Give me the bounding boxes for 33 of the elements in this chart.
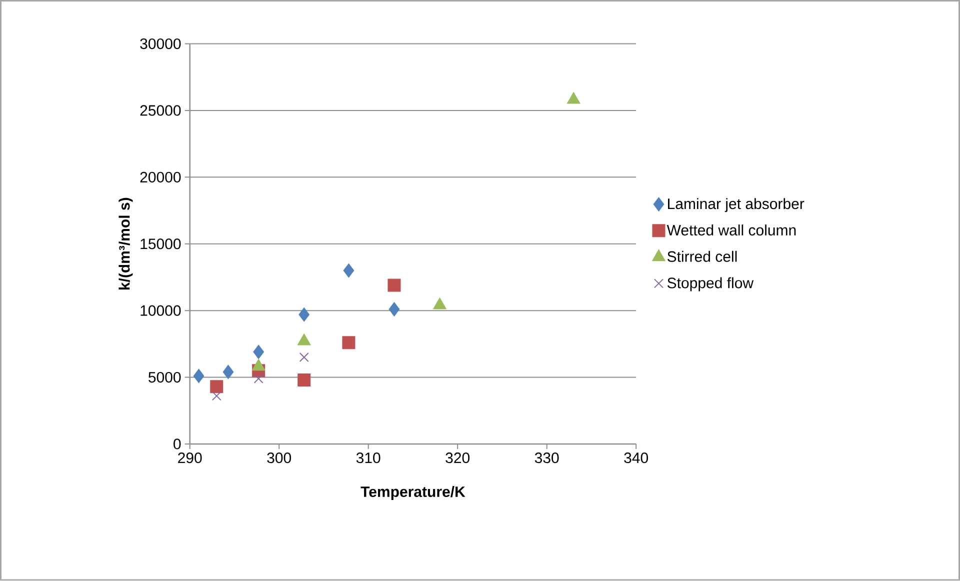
y-tick-label: 25000 bbox=[140, 105, 181, 116]
point bbox=[210, 380, 224, 394]
x-tick-label: 320 bbox=[446, 452, 470, 464]
y-tick-label: 5000 bbox=[148, 372, 181, 383]
point bbox=[388, 302, 400, 316]
point bbox=[567, 92, 580, 104]
y-tick-label: 30000 bbox=[140, 38, 181, 50]
legend-label: Stirred cell bbox=[667, 250, 737, 262]
point bbox=[298, 374, 311, 387]
y-tick-label: 10000 bbox=[140, 305, 181, 316]
legend-label: Stopped flow bbox=[667, 277, 754, 292]
x-tick-label: 340 bbox=[624, 452, 648, 464]
point bbox=[212, 391, 222, 401]
y-axis-title: k/(dm³/mol s) bbox=[118, 198, 133, 290]
point bbox=[298, 308, 310, 322]
point bbox=[253, 345, 264, 360]
point bbox=[299, 352, 309, 362]
x-tick-label: 330 bbox=[534, 452, 559, 464]
y-tick-label: 20000 bbox=[140, 172, 181, 183]
y-tick-label: 15000 bbox=[140, 238, 181, 250]
point bbox=[222, 365, 234, 380]
point bbox=[343, 264, 354, 278]
x-tick-label: 300 bbox=[267, 452, 292, 464]
x-axis-title: Temperature/K bbox=[360, 486, 466, 500]
legend-label: Wetted wall column bbox=[666, 224, 796, 236]
y-tick-label: 0 bbox=[174, 438, 181, 450]
point bbox=[342, 336, 356, 350]
point bbox=[388, 278, 401, 292]
point bbox=[254, 374, 264, 384]
point bbox=[193, 369, 204, 384]
x-tick-label: 290 bbox=[178, 452, 202, 464]
legend-label: Laminar jet absorber bbox=[668, 198, 804, 212]
x-tick-label: 310 bbox=[356, 452, 380, 464]
